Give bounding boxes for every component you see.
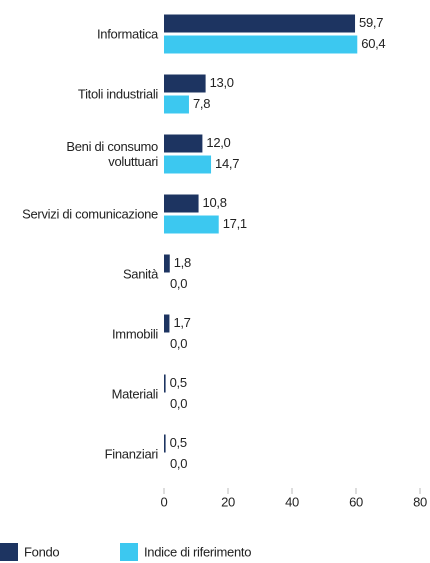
x-tick-label: 60: [349, 494, 363, 509]
value-label: 0,5: [170, 435, 187, 450]
bar: [164, 35, 358, 54]
value-label: 0,0: [170, 276, 187, 291]
value-label: 0,0: [170, 456, 187, 471]
value-label: 7,8: [193, 96, 210, 111]
value-label: 0,0: [170, 336, 187, 351]
bar: [164, 74, 206, 93]
legend-swatch: [0, 543, 18, 561]
legend-label: Fondo: [24, 544, 59, 559]
category-label: Materiali: [111, 386, 159, 402]
value-label: 59,7: [359, 15, 383, 30]
value-label: 0,5: [170, 375, 187, 390]
value-label: 1,8: [174, 255, 191, 270]
x-tick-label: 20: [221, 494, 235, 509]
value-label: 14,7: [215, 156, 239, 171]
category-label: Immobili: [112, 326, 158, 342]
value-label: 60,4: [361, 36, 385, 51]
bar: [164, 194, 199, 213]
x-tick-label: 80: [413, 494, 427, 509]
value-label: 1,7: [173, 315, 190, 330]
legend-label: Indice di riferimento: [144, 544, 251, 559]
bar: [164, 314, 170, 333]
bar: [164, 374, 166, 393]
value-label: 17,1: [223, 216, 247, 231]
bar: [164, 254, 170, 273]
value-label: 13,0: [210, 75, 234, 90]
x-tick-label: 0: [161, 494, 168, 509]
category-label: Informatica: [96, 26, 158, 42]
legend-swatch: [120, 543, 138, 561]
bar: [164, 14, 356, 33]
bar: [164, 215, 219, 234]
x-tick-label: 40: [285, 494, 299, 509]
category-label: Servizi di comunicazione: [22, 206, 158, 222]
category-label: Finanziari: [104, 446, 159, 462]
category-label: Titoli industriali: [77, 86, 158, 102]
value-label: 0,0: [170, 396, 187, 411]
bar: [164, 134, 203, 153]
category-label: Beni di consumo voluttuari: [66, 139, 158, 169]
category-label: Sanità: [122, 266, 158, 282]
bar: [164, 434, 166, 453]
bar: [164, 155, 212, 174]
bar: [164, 95, 189, 114]
value-label: 12,0: [206, 135, 230, 150]
value-label: 10,8: [203, 195, 227, 210]
